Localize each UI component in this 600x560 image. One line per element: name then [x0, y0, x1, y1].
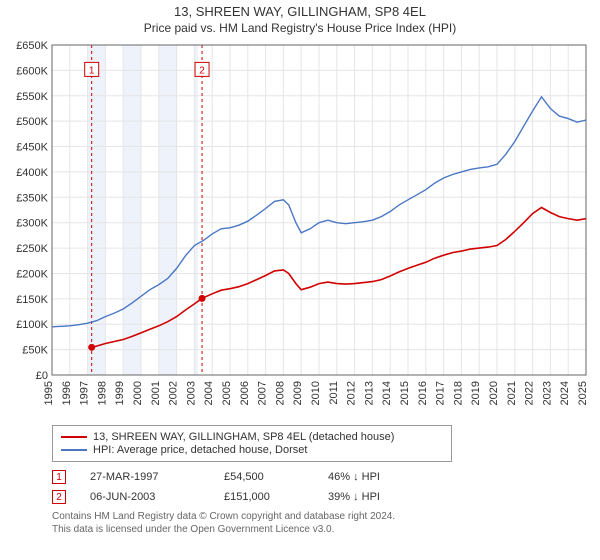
- svg-text:£250K: £250K: [16, 243, 48, 255]
- chart-area: £0 £50K £100K £150K £200K £250K £300K £350K £400…: [8, 39, 592, 419]
- svg-text:£500K: £500K: [16, 116, 48, 128]
- sale-marker-icon: 1: [52, 470, 66, 484]
- svg-text:£400K: £400K: [16, 167, 48, 179]
- sale-delta: 39% ↓ HPI: [328, 491, 380, 503]
- svg-text:2001: 2001: [150, 381, 162, 405]
- svg-text:2012: 2012: [346, 381, 358, 405]
- sales-table: 1 27-MAR-1997 £54,500 46% ↓ HPI 2 06-JUN…: [52, 470, 592, 504]
- svg-text:2024: 2024: [559, 381, 571, 405]
- svg-text:1995: 1995: [43, 381, 55, 405]
- svg-text:2013: 2013: [363, 381, 375, 405]
- svg-text:2017: 2017: [435, 381, 447, 405]
- sale-row: 2 06-JUN-2003 £151,000 39% ↓ HPI: [52, 490, 592, 504]
- svg-text:£600K: £600K: [16, 65, 48, 77]
- svg-text:1999: 1999: [114, 381, 126, 405]
- svg-text:1997: 1997: [79, 381, 91, 405]
- svg-text:2000: 2000: [132, 381, 144, 405]
- svg-text:£100K: £100K: [16, 319, 48, 331]
- chart-container: 13, SHREEN WAY, GILLINGHAM, SP8 4EL Pric…: [0, 0, 600, 560]
- chart-title: 13, SHREEN WAY, GILLINGHAM, SP8 4EL: [8, 4, 592, 19]
- svg-text:2010: 2010: [310, 381, 322, 405]
- svg-text:2019: 2019: [470, 381, 482, 405]
- svg-text:£450K: £450K: [16, 142, 48, 154]
- svg-text:2016: 2016: [417, 381, 429, 405]
- legend-swatch-hpi: [61, 449, 87, 451]
- svg-text:2006: 2006: [239, 381, 251, 405]
- svg-text:£150K: £150K: [16, 294, 48, 306]
- sale-date: 27-MAR-1997: [90, 471, 200, 483]
- sale-price: £151,000: [224, 491, 304, 503]
- svg-text:2023: 2023: [541, 381, 553, 405]
- svg-text:2025: 2025: [577, 381, 589, 405]
- svg-text:2009: 2009: [292, 381, 304, 405]
- svg-text:2011: 2011: [328, 381, 340, 405]
- svg-text:2022: 2022: [524, 381, 536, 405]
- legend-row-property: 13, SHREEN WAY, GILLINGHAM, SP8 4EL (det…: [61, 431, 443, 443]
- svg-text:£200K: £200K: [16, 268, 48, 280]
- chart-subtitle: Price paid vs. HM Land Registry's House …: [8, 21, 592, 35]
- svg-text:2004: 2004: [203, 381, 215, 405]
- svg-text:2008: 2008: [274, 381, 286, 405]
- sale-delta: 46% ↓ HPI: [328, 471, 380, 483]
- svg-text:£550K: £550K: [16, 91, 48, 103]
- svg-text:2014: 2014: [381, 381, 393, 405]
- legend-swatch-property: [61, 436, 87, 438]
- attribution-line: This data is licensed under the Open Gov…: [52, 523, 592, 536]
- legend-box: 13, SHREEN WAY, GILLINGHAM, SP8 4EL (det…: [52, 425, 452, 462]
- svg-text:£50K: £50K: [22, 345, 48, 357]
- svg-text:2020: 2020: [488, 381, 500, 405]
- sale-marker-icon: 2: [52, 490, 66, 504]
- svg-text:£300K: £300K: [16, 218, 48, 230]
- svg-text:2003: 2003: [185, 381, 197, 405]
- svg-text:£350K: £350K: [16, 192, 48, 204]
- svg-text:2018: 2018: [452, 381, 464, 405]
- svg-text:£0: £0: [36, 370, 48, 382]
- legend-label-hpi: HPI: Average price, detached house, Dors…: [93, 444, 307, 456]
- chart-svg: £0 £50K £100K £150K £200K £250K £300K £350K £400…: [8, 39, 592, 419]
- attribution: Contains HM Land Registry data © Crown c…: [52, 510, 592, 536]
- svg-text:2021: 2021: [506, 381, 518, 405]
- svg-text:2005: 2005: [221, 381, 233, 405]
- sale-date: 06-JUN-2003: [90, 491, 200, 503]
- svg-text:£650K: £650K: [16, 40, 48, 52]
- sale-row: 1 27-MAR-1997 £54,500 46% ↓ HPI: [52, 470, 592, 484]
- svg-text:2: 2: [199, 65, 205, 76]
- svg-text:2015: 2015: [399, 381, 411, 405]
- attribution-line: Contains HM Land Registry data © Crown c…: [52, 510, 592, 523]
- sale-price: £54,500: [224, 471, 304, 483]
- svg-text:2007: 2007: [257, 381, 269, 405]
- legend-label-property: 13, SHREEN WAY, GILLINGHAM, SP8 4EL (det…: [93, 431, 394, 443]
- svg-text:1998: 1998: [96, 381, 108, 405]
- svg-text:1996: 1996: [61, 381, 73, 405]
- legend-row-hpi: HPI: Average price, detached house, Dors…: [61, 444, 443, 456]
- svg-text:2002: 2002: [168, 381, 180, 405]
- svg-text:1: 1: [89, 65, 95, 76]
